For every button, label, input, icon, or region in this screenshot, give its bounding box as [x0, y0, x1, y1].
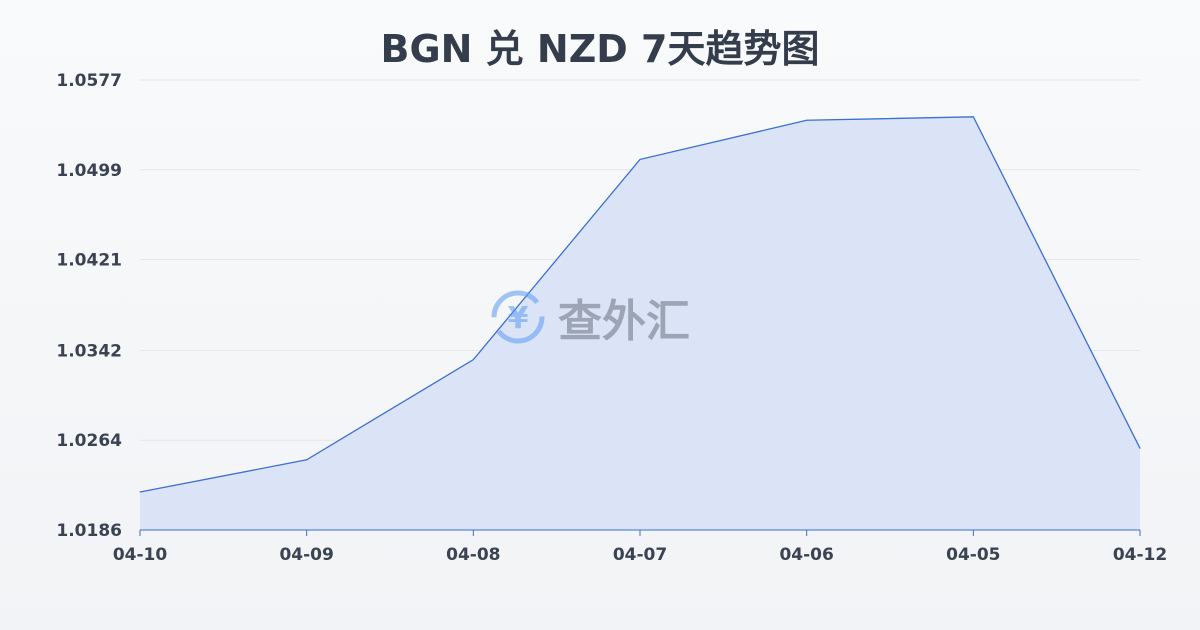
y-tick-label: 1.0342 [56, 341, 122, 361]
data-point [1139, 447, 1141, 449]
y-tick-label: 1.0421 [56, 251, 122, 271]
x-tick-label: 04-06 [779, 545, 833, 565]
x-tick-label: 04-10 [113, 545, 168, 565]
data-point [639, 158, 641, 160]
data-point [472, 359, 474, 361]
y-tick-label: 1.0499 [56, 161, 122, 181]
watermark-text: 查外汇 [558, 296, 690, 347]
x-tick-label: 04-07 [613, 545, 667, 565]
chart-title: BGN 兑 NZD 7天趋势图 [380, 27, 820, 71]
y-tick-label: 1.0264 [56, 431, 122, 451]
data-point [306, 459, 308, 461]
svg-text:¥: ¥ [508, 301, 529, 336]
y-tick-label: 1.0577 [56, 71, 122, 91]
x-tick-label: 04-09 [279, 545, 333, 565]
y-tick-label: 1.0186 [56, 521, 122, 541]
watermark: ¥ 查外汇 [488, 285, 690, 349]
data-point [972, 116, 974, 118]
data-point [139, 491, 141, 493]
data-point [806, 119, 808, 121]
x-tick-label: 04-05 [946, 545, 1000, 565]
area-fill [140, 116, 1140, 530]
yen-exchange-icon: ¥ [491, 290, 545, 344]
x-tick-label: 04-08 [446, 545, 500, 565]
x-tick-label: 04-12 [1113, 545, 1167, 565]
